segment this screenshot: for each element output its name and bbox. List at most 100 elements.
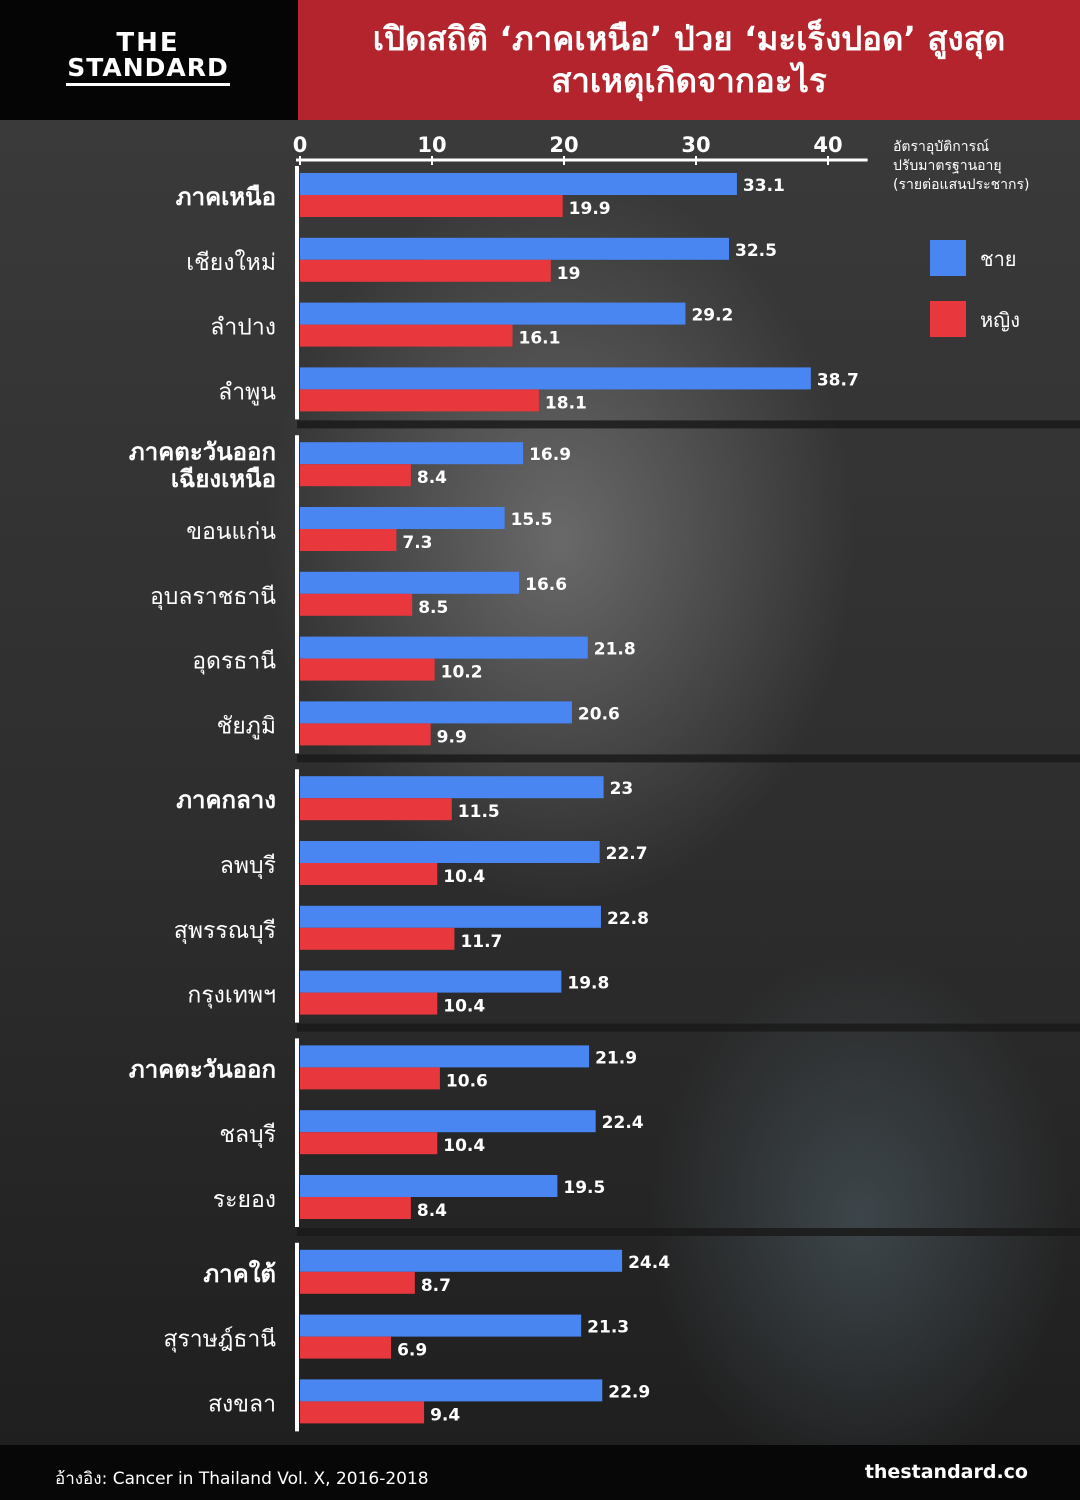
value-label-female: 10.4	[443, 997, 485, 1017]
value-label-male: 29.2	[691, 306, 733, 326]
province-label: ลพบุรี	[220, 853, 276, 879]
page-subtitle: สาเหตุเกิดจากอะไร	[551, 61, 827, 100]
bar-female	[300, 593, 413, 616]
value-label-female: 19	[557, 264, 581, 284]
value-label-female: 11.7	[460, 932, 502, 952]
value-label-female: 8.4	[417, 1201, 447, 1221]
value-label-male: 22.8	[607, 909, 649, 929]
bar-female	[300, 927, 455, 950]
region-label-line: ภาคตะวันออก	[129, 438, 276, 466]
bar-female	[300, 389, 539, 412]
province-label: สงขลา	[208, 1391, 276, 1417]
value-label-male: 19.8	[567, 974, 609, 994]
bar-male	[300, 442, 524, 465]
bar-female	[300, 798, 452, 821]
bar-male	[300, 1110, 596, 1133]
value-label-male: 38.7	[817, 370, 859, 390]
footer: อ้างอิง: Cancer in Thailand Vol. X, 2016…	[0, 1445, 1080, 1500]
legend-swatch-female	[930, 301, 966, 337]
value-label-male: 21.3	[587, 1318, 629, 1338]
region-label: ภาคกลาง	[176, 786, 276, 814]
bar-female	[300, 324, 513, 347]
legend-label-male: ชาย	[980, 247, 1017, 271]
the-standard-logo: THE STANDARD	[58, 30, 238, 86]
value-label-male: 15.5	[511, 510, 553, 530]
bar-female	[300, 1197, 411, 1219]
legend-swatch-male	[930, 240, 966, 276]
x-tick-label: 0	[293, 133, 308, 157]
bar-female	[300, 1067, 440, 1090]
bar-male	[300, 1314, 582, 1337]
value-label-female: 8.7	[421, 1276, 451, 1296]
bar-male	[300, 237, 729, 260]
bar-male	[300, 173, 737, 195]
bar-male	[300, 1045, 590, 1068]
province-label: ลำปาง	[210, 315, 276, 341]
value-label-male: 16.9	[529, 445, 571, 465]
value-label-male: 21.8	[594, 640, 636, 660]
value-label-female: 18.1	[545, 393, 587, 413]
value-label-male: 32.5	[735, 241, 777, 261]
source-note: อ้างอิง: Cancer in Thailand Vol. X, 2016…	[55, 1469, 429, 1489]
legend-label-female: หญิง	[980, 308, 1020, 332]
value-label-male: 21.9	[595, 1048, 637, 1068]
value-label-female: 8.4	[417, 468, 447, 488]
bar-male	[300, 1379, 603, 1402]
axis-title-line: (รายต่อแสนประชากร)	[893, 177, 1029, 193]
x-tick-label: 20	[549, 133, 578, 157]
bar-female	[300, 259, 551, 282]
logo-panel: THE STANDARD	[0, 0, 298, 120]
bar-female	[300, 195, 563, 217]
bar-female	[300, 464, 411, 487]
value-label-male: 22.7	[606, 844, 648, 864]
bar-male	[300, 367, 811, 390]
value-label-male: 22.4	[602, 1113, 644, 1133]
site-url: thestandard.co	[864, 1461, 1028, 1483]
bar-female	[300, 1132, 438, 1155]
bar-male	[300, 571, 520, 594]
value-label-female: 8.5	[418, 598, 448, 618]
region-label: ภาคเหนือ	[176, 183, 276, 211]
bar-male	[300, 970, 562, 993]
region-label: ภาคใต้	[203, 1259, 276, 1288]
province-label: ชัยภูมิ	[217, 713, 276, 739]
group-separator	[297, 420, 1080, 429]
page-title: เปิดสถิติ ‘ภาคเหนือ’ ป่วย ‘มะเร็งปอด’ สู…	[372, 19, 1006, 58]
province-label: เชียงใหม่	[186, 249, 276, 276]
x-tick-label: 10	[417, 133, 446, 157]
value-label-female: 10.4	[443, 867, 485, 887]
value-label-male: 22.9	[608, 1382, 650, 1402]
value-label-male: 20.6	[578, 704, 620, 724]
logo-line2: STANDARD	[67, 53, 229, 82]
value-label-female: 10.4	[443, 1136, 485, 1156]
value-label-male: 24.4	[628, 1253, 670, 1273]
value-label-female: 19.9	[569, 199, 611, 219]
value-label-female: 10.6	[446, 1071, 488, 1091]
bar-male	[300, 841, 600, 863]
bar-male	[300, 507, 505, 529]
province-label: สุราษฎ์ธานี	[163, 1326, 276, 1353]
province-label: ระยอง	[213, 1187, 276, 1213]
value-label-female: 7.3	[402, 533, 432, 553]
province-label: ขอนแก่น	[186, 519, 276, 545]
x-tick-label: 30	[681, 133, 710, 157]
axis-title-line: อัตราอุบัติการณ์	[893, 138, 989, 155]
province-label: อุดรธานี	[192, 649, 276, 675]
region-label: ภาคตะวันออก	[129, 1055, 276, 1083]
group-separator	[297, 754, 1080, 763]
province-label: อุบลราชธานี	[150, 584, 276, 610]
value-label-female: 9.9	[437, 727, 467, 747]
bar-female	[300, 992, 438, 1015]
bar-male	[300, 905, 601, 928]
bar-female	[300, 658, 435, 681]
value-label-female: 10.2	[441, 663, 483, 683]
bar-male	[300, 302, 686, 325]
axis-title-line: ปรับมาตรฐานอายุ	[893, 158, 1002, 174]
province-label: ลำพูน	[218, 379, 276, 405]
group-separator	[297, 1023, 1080, 1032]
value-label-male: 19.5	[563, 1178, 605, 1198]
value-label-male: 23	[610, 779, 634, 799]
region-label: ภาคตะวันออกเฉียงเหนือ	[129, 438, 276, 493]
bar-male	[300, 776, 604, 799]
